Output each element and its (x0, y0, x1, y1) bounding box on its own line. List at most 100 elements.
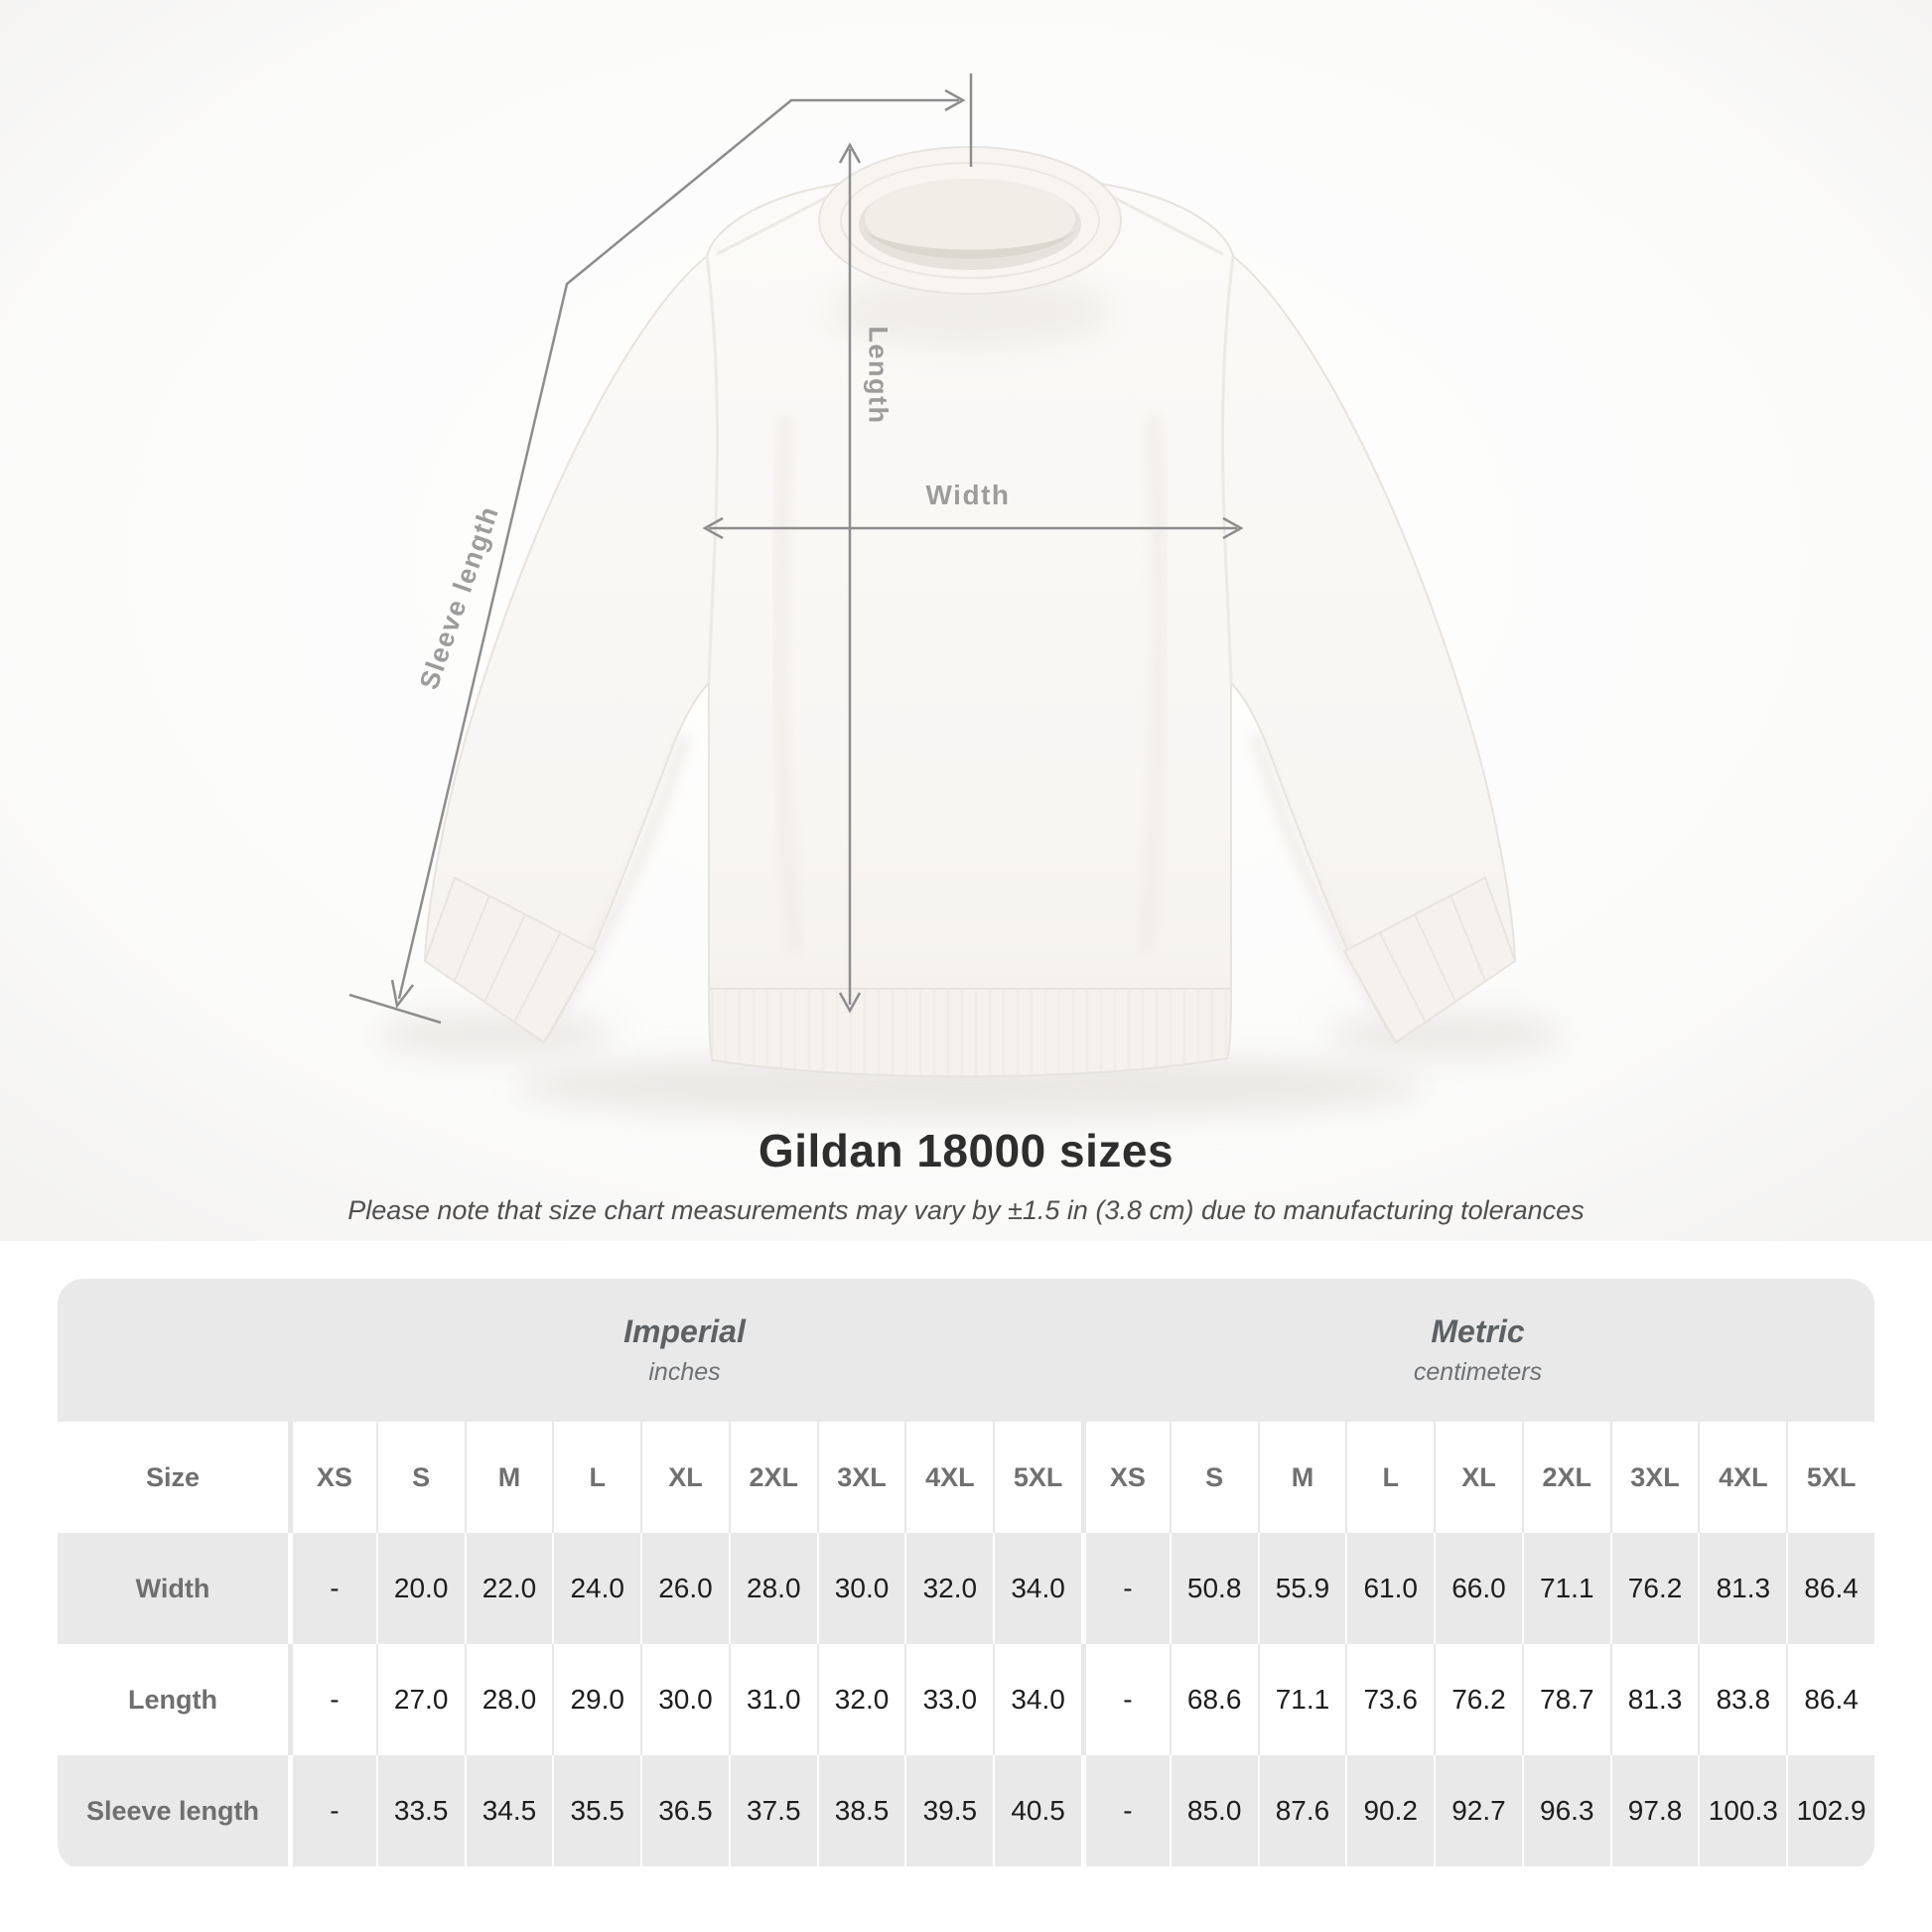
size-header-imperial-s: S (375, 1422, 465, 1533)
size-header-metric-m: M (1257, 1422, 1346, 1533)
size-header-imperial-l: L (552, 1422, 640, 1533)
length-metric-s: 68.6 (1169, 1644, 1258, 1755)
sleeve-length-metric-l: 90.2 (1345, 1755, 1434, 1866)
sleeve-length-imperial-xl: 36.5 (640, 1755, 729, 1866)
imperial-group-header: Imperial inches (288, 1279, 1081, 1422)
length-imperial-2xl: 31.0 (728, 1644, 817, 1755)
imperial-label: Imperial (623, 1313, 746, 1349)
sleeve-length-imperial-5xl: 40.5 (993, 1755, 1081, 1866)
size-header-metric-2xl: 2XL (1521, 1422, 1610, 1533)
length-metric-m: 71.1 (1257, 1644, 1346, 1755)
sleeve-length-imperial-l: 35.5 (552, 1755, 640, 1866)
size-header-metric-3xl: 3XL (1609, 1422, 1699, 1533)
size-header-imperial-4xl: 4XL (904, 1422, 993, 1533)
length-metric-5xl: 86.4 (1786, 1644, 1874, 1755)
length-metric-3xl: 81.3 (1609, 1644, 1699, 1755)
width-imperial-4xl: 32.0 (904, 1533, 993, 1644)
sleeve-length-metric-m: 87.6 (1257, 1755, 1346, 1866)
size-table: Imperial inches Metric centimeters Size … (58, 1279, 1874, 1869)
length-metric-xs: - (1081, 1644, 1170, 1755)
width-arrow (702, 516, 1244, 540)
width-metric-m: 55.9 (1257, 1533, 1346, 1644)
length-imperial-4xl: 33.0 (904, 1644, 993, 1755)
size-header-metric-4xl: 4XL (1698, 1422, 1786, 1533)
length-dimension-label: Length (863, 326, 894, 425)
sleeve-length-metric-5xl: 102.9 (1786, 1755, 1874, 1866)
length-imperial-l: 29.0 (552, 1644, 640, 1755)
width-imperial-l: 24.0 (552, 1533, 640, 1644)
size-header-metric-xl: XL (1434, 1422, 1522, 1533)
width-metric-2xl: 71.1 (1521, 1533, 1610, 1644)
width-metric-l: 61.0 (1345, 1533, 1434, 1644)
sleeve-length-imperial-s: 33.5 (375, 1755, 465, 1866)
length-metric-xl: 76.2 (1434, 1644, 1522, 1755)
tolerance-note: Please note that size chart measurements… (347, 1195, 1585, 1225)
sweatshirt-illustration (375, 146, 1565, 1120)
length-row-label: Length (128, 1684, 217, 1715)
product-diagram: Length Width Sleeve length (0, 0, 1932, 1241)
sleeve-length-arrow (348, 73, 973, 1025)
length-imperial-xl: 30.0 (640, 1644, 729, 1755)
width-metric-xl: 66.0 (1434, 1533, 1522, 1644)
width-imperial-5xl: 34.0 (993, 1533, 1081, 1644)
width-imperial-m: 22.0 (464, 1533, 553, 1644)
size-header-row: Size XS S M L XL 2XL 3XL 4XL 5XL XS S M L XL 2XL 3XL 4XL… (58, 1422, 1874, 1533)
width-imperial-2xl: 28.0 (728, 1533, 817, 1644)
width-imperial-3xl: 30.0 (816, 1533, 905, 1644)
sleeve-length-metric-s: 85.0 (1169, 1755, 1258, 1866)
page-title: Gildan 18000 sizes (758, 1125, 1174, 1176)
imperial-unit-label: inches (648, 1358, 721, 1386)
length-imperial-m: 28.0 (464, 1644, 553, 1755)
size-column-header: Size (145, 1461, 201, 1492)
sleeve-length-metric-xl: 92.7 (1434, 1755, 1522, 1866)
width-imperial-xl: 26.0 (640, 1533, 729, 1644)
length-metric-2xl: 78.7 (1521, 1644, 1610, 1755)
sleeve-length-imperial-m: 34.5 (464, 1755, 553, 1866)
size-header-metric-l: L (1345, 1422, 1434, 1533)
size-header-metric-5xl: 5XL (1786, 1422, 1874, 1533)
sleeve-length-imperial-3xl: 38.5 (816, 1755, 905, 1866)
length-row: Length -27.0 28.0 29.0 30.0 31.0 32.0 33.0 34.0… (58, 1644, 1874, 1755)
width-row: Width -20.0 22.0 24.0 26.0 28.0 30.0 32.0 34.0-… (58, 1533, 1874, 1644)
sleeve-length-row-label: Sleeve length (85, 1795, 260, 1826)
sleeve-length-imperial-2xl: 37.5 (728, 1755, 817, 1866)
sleeve-length-metric-2xl: 96.3 (1521, 1755, 1610, 1866)
sleeve-length-imperial-xs: - (288, 1755, 376, 1866)
metric-unit-label: centimeters (1413, 1358, 1543, 1386)
length-arrow (838, 142, 862, 1014)
width-imperial-s: 20.0 (375, 1533, 465, 1644)
size-header-imperial-xs: XS (288, 1422, 376, 1533)
size-header-imperial-xl: XL (640, 1422, 729, 1533)
width-row-label: Width (135, 1573, 210, 1603)
width-dimension-label: Width (925, 480, 1011, 510)
unit-header-row: Imperial inches Metric centimeters (58, 1279, 1874, 1422)
width-metric-xs: - (1081, 1533, 1170, 1644)
size-header-imperial-2xl: 2XL (728, 1422, 817, 1533)
size-header-imperial-m: M (464, 1422, 553, 1533)
metric-label: Metric (1431, 1313, 1525, 1349)
length-imperial-3xl: 32.0 (816, 1644, 905, 1755)
measurement-annotations (348, 73, 1244, 1025)
sweatshirt-photo (0, 0, 1932, 1241)
sleeve-length-imperial-4xl: 39.5 (904, 1755, 993, 1866)
width-metric-4xl: 81.3 (1698, 1533, 1786, 1644)
size-header-imperial-3xl: 3XL (816, 1422, 905, 1533)
sleeve-length-metric-xs: - (1081, 1755, 1170, 1866)
length-imperial-xs: - (288, 1644, 376, 1755)
size-header-metric-s: S (1169, 1422, 1258, 1533)
sleeve-length-metric-4xl: 100.3 (1698, 1755, 1786, 1866)
width-metric-5xl: 86.4 (1786, 1533, 1874, 1644)
width-metric-s: 50.8 (1169, 1533, 1258, 1644)
length-imperial-5xl: 34.0 (993, 1644, 1081, 1755)
length-imperial-s: 27.0 (375, 1644, 465, 1755)
width-imperial-xs: - (288, 1533, 376, 1644)
size-header-metric-xs: XS (1081, 1422, 1170, 1533)
width-metric-3xl: 76.2 (1609, 1533, 1699, 1644)
sleeve-length-metric-3xl: 97.8 (1609, 1755, 1699, 1866)
length-metric-l: 73.6 (1345, 1644, 1434, 1755)
sleeve-length-row: Sleeve length -33.5 34.5 35.5 36.5 37.5 38.5 3… (58, 1755, 1874, 1866)
size-header-imperial-5xl: 5XL (993, 1422, 1081, 1533)
length-metric-4xl: 83.8 (1698, 1644, 1786, 1755)
metric-group-header: Metric centimeters (1081, 1279, 1874, 1422)
